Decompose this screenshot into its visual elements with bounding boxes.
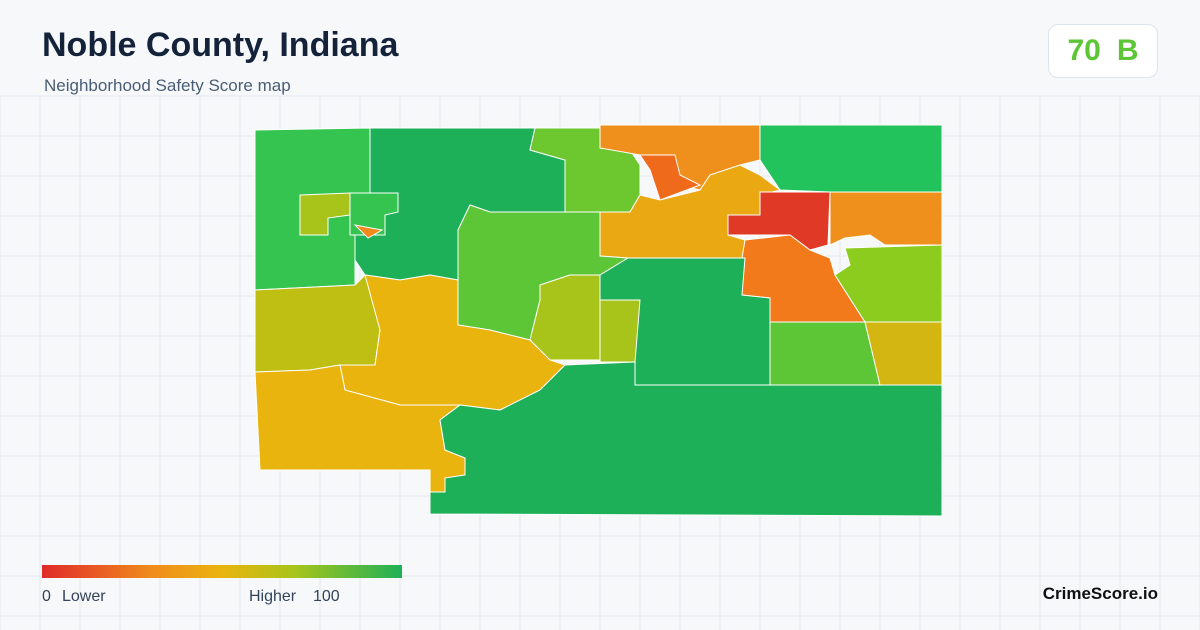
- score-value: 70: [1067, 34, 1101, 67]
- region: [429, 361, 943, 517]
- score-badge: 70 B: [1048, 24, 1158, 78]
- region: [829, 191, 943, 246]
- region: [639, 154, 702, 201]
- region: [353, 224, 384, 239]
- legend-max: 100: [313, 588, 340, 605]
- score-grade: B: [1116, 34, 1139, 67]
- brand: CrimeScore.io: [1042, 584, 1158, 603]
- region: [759, 124, 943, 193]
- region: [349, 192, 399, 236]
- title: Noble County, Indiana: [42, 26, 399, 64]
- legend-gradient: [42, 565, 402, 578]
- region: [254, 274, 381, 373]
- subtitle: Neighborhood Safety Score map: [44, 76, 291, 95]
- region: [529, 274, 601, 361]
- legend-max-label: Higher: [249, 588, 297, 605]
- region: [769, 321, 881, 386]
- legend-min-label: Lower: [62, 588, 106, 605]
- region: [599, 299, 641, 363]
- legend-min: 0: [42, 588, 51, 605]
- region: [727, 191, 831, 251]
